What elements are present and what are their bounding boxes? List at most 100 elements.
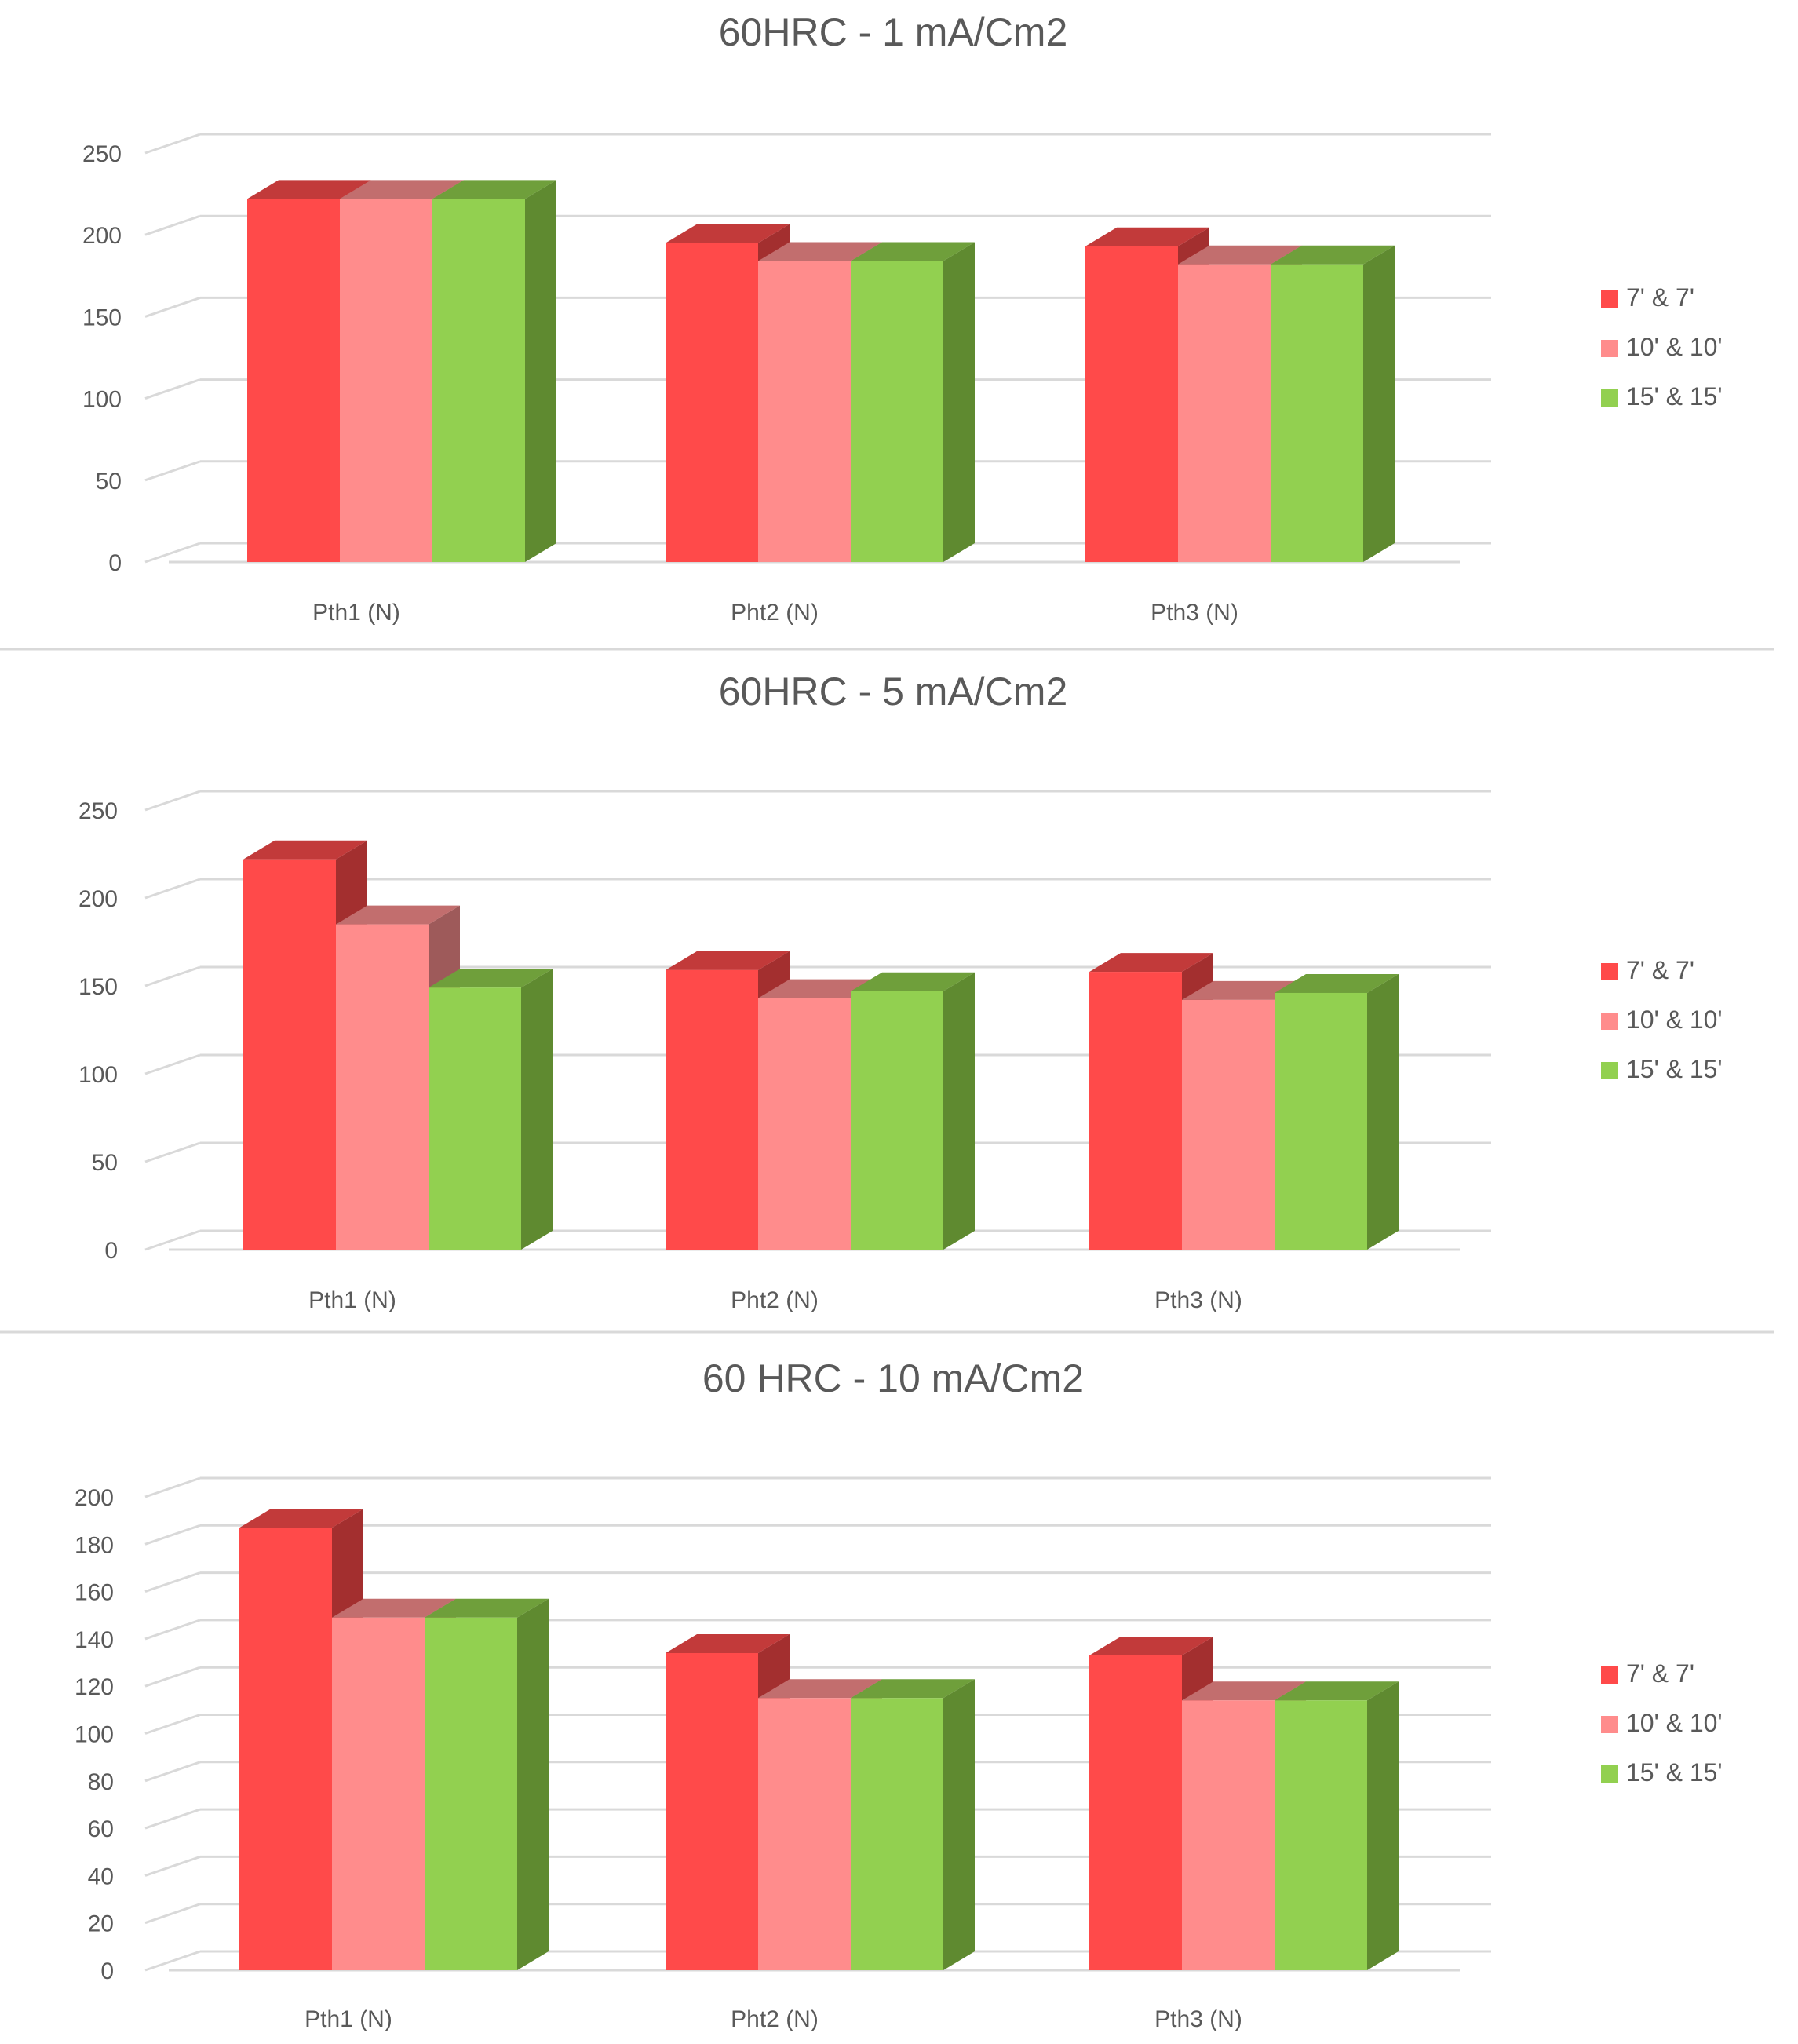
gridline-guide	[144, 1950, 201, 1972]
x-tick-label: Pth1 (N)	[308, 1287, 396, 1313]
y-tick-label: 20	[88, 1911, 114, 1937]
x-tick-label: Pth3 (N)	[1154, 2006, 1242, 2032]
gridline-guide	[144, 1571, 201, 1593]
y-tick-label: 200	[78, 886, 118, 912]
bar-front	[340, 199, 432, 563]
bar-top	[758, 242, 882, 261]
y-tick-label: 40	[88, 1863, 114, 1889]
bar-front	[666, 1652, 758, 1970]
bar-top	[1085, 227, 1209, 246]
bar-top	[332, 1598, 456, 1618]
gridline-guide	[144, 1714, 201, 1735]
bar-3-2	[851, 972, 975, 1250]
legend-swatch	[1601, 340, 1618, 357]
y-tick-label: 100	[75, 1722, 114, 1748]
legend-label: 7' & 7'	[1626, 956, 1694, 984]
bar-front	[336, 924, 429, 1250]
gridline-guide	[144, 1903, 201, 1925]
bar-side	[525, 180, 556, 563]
bar-front	[247, 199, 340, 563]
bar-front	[851, 1698, 943, 1970]
bar-3-2	[851, 1679, 975, 1970]
gridline-guide	[144, 460, 201, 482]
bar-top	[666, 1633, 790, 1653]
bar-front	[758, 998, 851, 1250]
bar-side	[1367, 1681, 1399, 1970]
gridline-guide	[144, 965, 201, 987]
bar-top	[1182, 1681, 1306, 1701]
gridline-guide	[144, 542, 201, 564]
bar-front	[1275, 1700, 1367, 1970]
bar-top	[1271, 245, 1395, 265]
bar-top	[239, 1509, 363, 1528]
bar-front	[758, 1698, 851, 1970]
bar-top	[425, 1598, 549, 1618]
y-tick-label: 0	[108, 550, 122, 576]
gridline-guide	[144, 1855, 201, 1877]
bar-front	[851, 261, 943, 562]
y-tick-label: 250	[82, 141, 122, 167]
legend-swatch	[1601, 1062, 1618, 1079]
bar-top	[851, 972, 975, 991]
legend-swatch	[1601, 963, 1618, 980]
legend-swatch	[1601, 389, 1618, 407]
bar-top	[340, 180, 464, 199]
gridline-guide	[144, 296, 201, 318]
legend-label: 15' & 15'	[1626, 1055, 1723, 1083]
chart-title: 60HRC - 1 mA/Cm2	[719, 10, 1068, 54]
x-tick-label: Pth1 (N)	[312, 600, 400, 626]
bar-3-3	[1275, 973, 1399, 1250]
legend-swatch	[1601, 1013, 1618, 1030]
x-tick-label: Pth1 (N)	[305, 2006, 392, 2032]
bar-front	[666, 243, 758, 562]
x-tick-label: Pht2 (N)	[731, 1287, 819, 1313]
gridline-guide	[144, 1053, 201, 1075]
y-tick-label: 0	[104, 1238, 118, 1264]
bar-top	[1089, 1637, 1213, 1656]
y-tick-label: 200	[82, 223, 122, 249]
bar-3-3	[1275, 1681, 1399, 1970]
legend-label: 10' & 10'	[1626, 1006, 1723, 1034]
bar-3-3	[1271, 245, 1395, 562]
y-tick-label: 160	[75, 1580, 114, 1606]
legend-label: 7' & 7'	[1626, 1659, 1694, 1688]
gridline-guide	[144, 790, 201, 812]
legend-label: 10' & 10'	[1626, 333, 1723, 361]
bar-3-1	[429, 969, 553, 1250]
gridline-guide	[144, 1619, 201, 1641]
bar-top	[1275, 973, 1399, 993]
bar-front	[666, 969, 758, 1250]
legend-label: 10' & 10'	[1626, 1709, 1723, 1737]
bar-top	[432, 180, 556, 199]
legend-swatch	[1601, 1666, 1618, 1684]
legend-swatch	[1601, 1765, 1618, 1783]
y-tick-label: 60	[88, 1816, 114, 1842]
bar-top	[429, 969, 553, 988]
bar-side	[943, 1679, 975, 1970]
bar-top	[851, 242, 975, 261]
bar-front	[1275, 992, 1367, 1250]
y-tick-label: 50	[96, 469, 122, 495]
gridline-guide	[144, 1808, 201, 1830]
gridline-guide	[144, 1524, 201, 1546]
x-tick-label: Pth3 (N)	[1151, 600, 1238, 626]
bar-front	[1178, 264, 1271, 562]
bar-top	[247, 180, 371, 199]
gridline-guide	[144, 878, 201, 900]
chart-title: 60HRC - 5 mA/Cm2	[719, 670, 1068, 714]
bar-side	[1363, 245, 1395, 562]
bar-front	[1089, 1655, 1182, 1970]
gridline-guide	[144, 133, 201, 155]
chart-panel-3: 60 HRC - 10 mA/Cm2 0 20 40 60 80 100 120 140 160 1…	[75, 1356, 1723, 2032]
legend-swatch	[1601, 1716, 1618, 1733]
bar-front	[851, 991, 943, 1250]
legend: 7' & 7' 10' & 10' 15' & 15'	[1601, 283, 1723, 411]
bar-side	[517, 1598, 549, 1970]
x-tick-label: Pth3 (N)	[1154, 1287, 1242, 1313]
bar-top	[336, 905, 460, 925]
y-tick-label: 0	[100, 1958, 114, 1984]
gridline-guide	[144, 1141, 201, 1163]
legend-label: 15' & 15'	[1626, 382, 1723, 411]
legend: 7' & 7' 10' & 10' 15' & 15'	[1601, 1659, 1723, 1787]
chart-panel-1: 60HRC - 1 mA/Cm2 0 50 100 150 200 250 Pth1 (N) P…	[82, 10, 1723, 626]
